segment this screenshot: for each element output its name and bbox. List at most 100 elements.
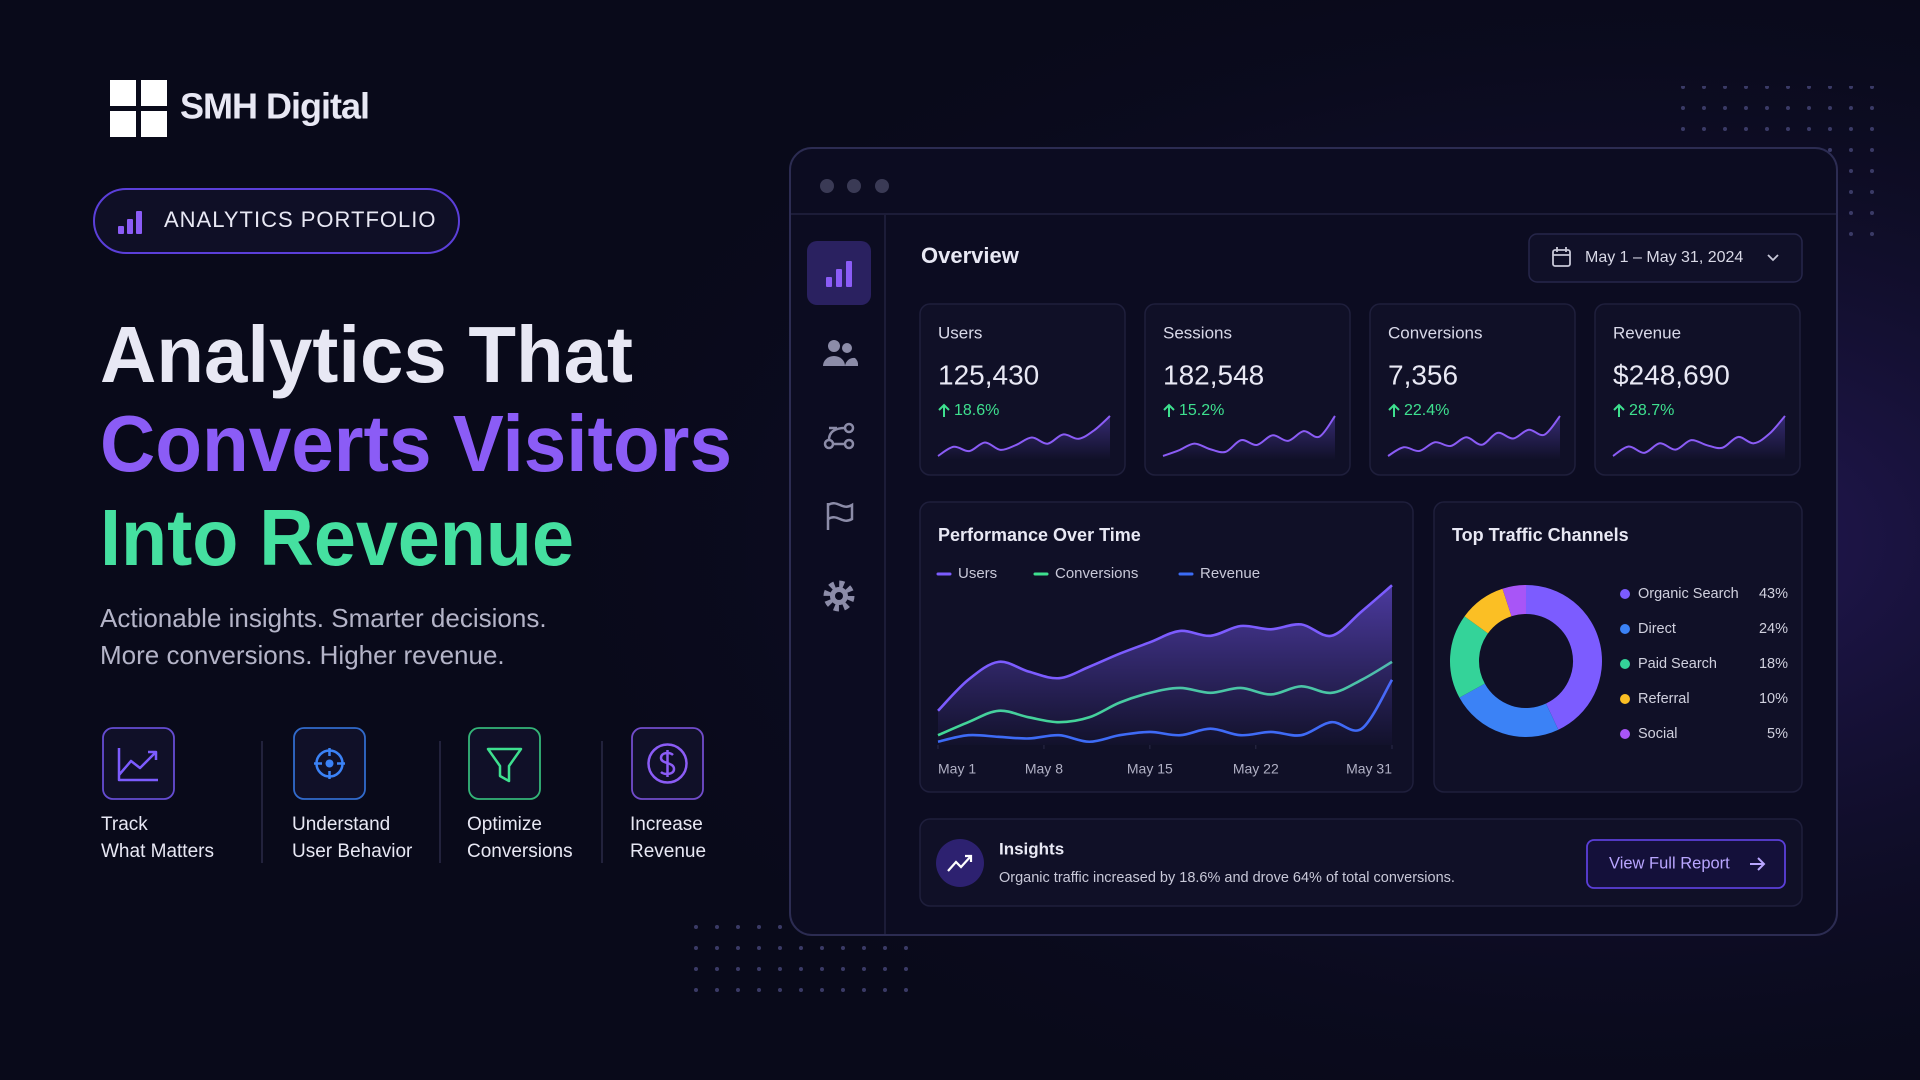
sparkline-area <box>1613 416 1785 460</box>
legend-dot <box>1620 624 1630 634</box>
feature-label: Conversions <box>467 841 573 862</box>
legend-label: Social <box>1638 726 1678 742</box>
kpi-change: 28.7% <box>1629 402 1674 419</box>
data-label: 43% <box>1759 586 1788 602</box>
kpi-label: Users <box>938 323 982 342</box>
line-chart: Users Conversions Revenue May 1 May 8 May 15 M… <box>936 565 1394 777</box>
dashboard-title: Overview <box>921 243 1020 268</box>
headline-line: Analytics That <box>100 310 633 399</box>
insights-bar <box>919 818 1803 907</box>
legend-dot <box>1620 589 1630 599</box>
feature-icon-box <box>102 727 175 800</box>
donut-segment <box>1450 616 1489 698</box>
kpi-label: Revenue <box>1613 323 1681 342</box>
x-tick-label: May 31 <box>1346 761 1392 777</box>
sidebar-icon-analytics[interactable] <box>826 261 852 287</box>
kpi-card <box>919 303 1126 476</box>
button-label[interactable]: View Full Report <box>1609 854 1730 872</box>
chart-title: Performance Over Time <box>938 525 1141 545</box>
date-picker[interactable] <box>1528 233 1803 283</box>
sparkline <box>1387 415 1561 457</box>
legend-label: Referral <box>1638 691 1690 707</box>
subtitle-line: Actionable insights. Smarter decisions. <box>100 603 547 633</box>
insights-text: Organic traffic increased by 18.6% and d… <box>999 870 1455 886</box>
legend-dot <box>1620 659 1630 669</box>
kpi-value: 125,430 <box>938 359 1039 390</box>
sparkline-area <box>1388 416 1560 460</box>
sidebar-icon-flag[interactable] <box>826 502 854 530</box>
badge-text: ANALYTICS PORTFOLIO <box>164 207 436 232</box>
series-line <box>937 584 1393 712</box>
donut-segment <box>1464 588 1513 634</box>
kpi-card <box>1594 303 1801 476</box>
insights-icon <box>936 839 984 887</box>
kpi-change-arrow <box>1388 403 1400 417</box>
kpi-change: 18.6% <box>954 402 999 419</box>
data-label: 10% <box>1759 691 1788 707</box>
data-label: 24% <box>1759 621 1788 637</box>
view-report-button[interactable] <box>1586 839 1786 889</box>
kpi-cards: Users 125,430 18.6% Sessions 182,548 15.2% Con… <box>919 303 1801 476</box>
series-area <box>938 585 1392 745</box>
insights-icon-arrow <box>947 854 973 872</box>
legend-label: Conversions <box>1055 565 1138 582</box>
feature-icon <box>659 750 676 777</box>
features: Track What Matters Understand User Behavior… <box>101 727 706 863</box>
legend-label: Direct <box>1638 621 1676 637</box>
kpi-card <box>1144 303 1351 476</box>
logo <box>110 80 167 137</box>
sparkline <box>1162 415 1336 457</box>
legend-dot <box>1620 694 1630 704</box>
chevron-down <box>1767 254 1779 262</box>
kpi-value: 7,356 <box>1388 359 1458 390</box>
feature-label: Track <box>101 814 148 835</box>
x-tick-label: May 22 <box>1233 761 1279 777</box>
kpi-change: 15.2% <box>1179 402 1224 419</box>
x-tick-label: May 15 <box>1127 761 1173 777</box>
feature-label: User Behavior <box>292 841 413 862</box>
data-label: 18% <box>1759 656 1788 672</box>
legend-label: Users <box>958 565 997 582</box>
badge-icon <box>118 211 142 234</box>
sparkline-area <box>1163 416 1335 460</box>
sidebar-icon-settings[interactable] <box>823 580 855 612</box>
sidebar-icon-flow[interactable] <box>823 422 855 450</box>
feature-label: What Matters <box>101 841 214 862</box>
sparkline <box>1612 415 1786 457</box>
kpi-change: 22.4% <box>1404 402 1449 419</box>
sidebar-icon-users[interactable] <box>823 340 859 366</box>
kpi-value: 182,548 <box>1163 359 1264 390</box>
feature-label: Understand <box>292 814 390 835</box>
badge <box>93 188 460 254</box>
feature-icon-box <box>468 727 541 800</box>
legend-label: Paid Search <box>1638 656 1717 672</box>
feature-icon <box>117 748 158 782</box>
kpi-change-arrow <box>1163 403 1175 417</box>
donut-segment <box>1459 683 1559 737</box>
subtitle-line: More conversions. Higher revenue. <box>100 640 505 670</box>
window-dots <box>820 179 889 193</box>
feature-label: Revenue <box>630 841 706 862</box>
kpi-label: Sessions <box>1163 323 1232 342</box>
legend-label: Organic Search <box>1638 586 1739 602</box>
brand-name: SMH Digital <box>180 86 369 127</box>
kpi-change-arrow <box>938 403 950 417</box>
legend-label: Revenue <box>1200 565 1260 582</box>
x-tick-label: May 8 <box>1025 761 1063 777</box>
data-label: 5% <box>1767 726 1788 742</box>
headline-line: Converts Visitors <box>100 399 732 488</box>
feature-icon <box>647 743 688 784</box>
donut-segment <box>1525 585 1602 730</box>
sparkline-area <box>938 416 1110 460</box>
headline-line: Into Revenue <box>100 493 574 582</box>
chart-title: Top Traffic Channels <box>1452 525 1629 545</box>
legend-dot <box>1620 729 1630 739</box>
kpi-label: Conversions <box>1388 323 1483 342</box>
donut-chart: Organic Search 43% Direct 24% Paid Search 18%… <box>1450 585 1788 742</box>
feature-label: Increase <box>630 814 703 835</box>
x-tick-label: May 1 <box>938 761 976 777</box>
chart-card <box>1433 501 1803 793</box>
